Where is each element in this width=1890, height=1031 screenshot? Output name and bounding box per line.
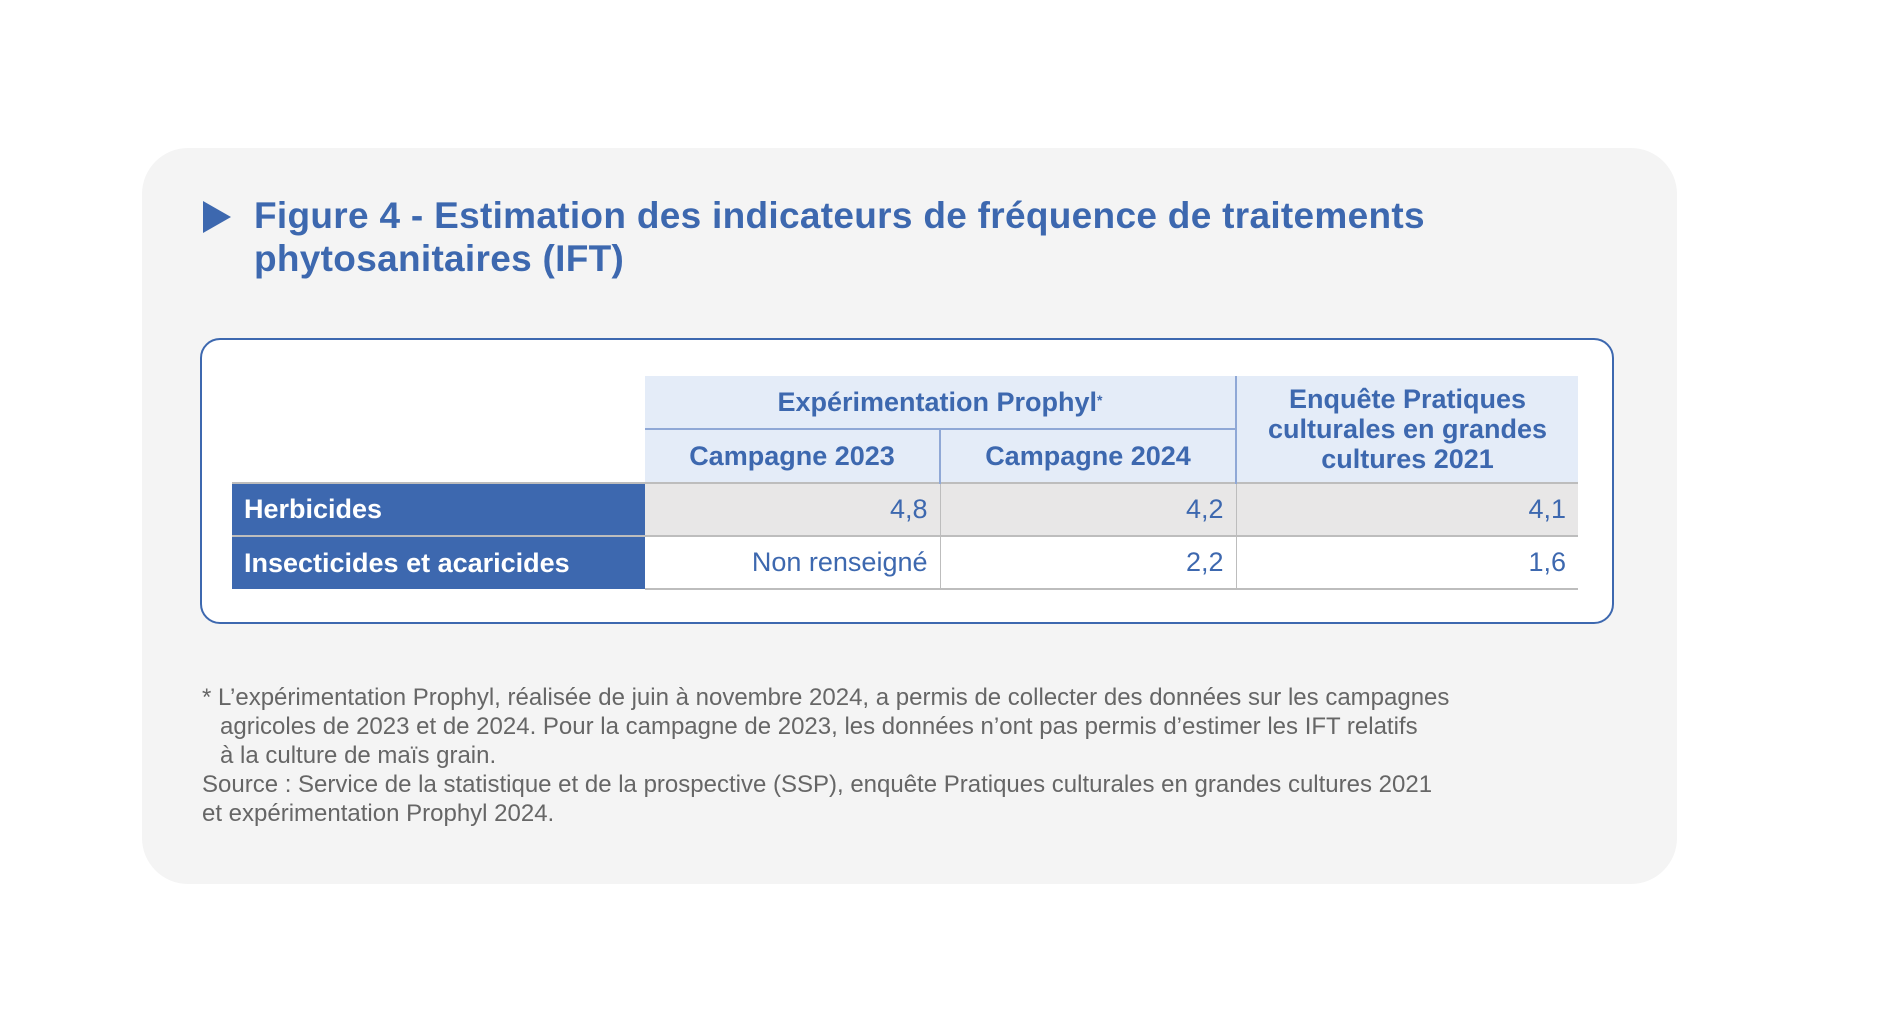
notes-block: * L’expérimentation Prophyl, réalisée de… (202, 683, 1622, 828)
figure-title: Figure 4 - Estimation des indicateurs de… (254, 195, 1425, 279)
header-enquete: Enquête Pratiques culturales en grandes … (1235, 376, 1578, 483)
row-label: Insecticides et acaricides (232, 535, 645, 589)
header-prophyl: Expérimentation Prophyl* (645, 376, 1236, 430)
source-line: Source : Service de la statistique et de… (202, 771, 1433, 798)
value-cell: 2,2 (939, 535, 1236, 590)
value-cell: 4,1 (1235, 482, 1578, 536)
footnote-line: * L’expérimentation Prophyl, réalisée de… (202, 684, 1450, 711)
header-campagne-2024: Campagne 2024 (939, 429, 1236, 483)
header-campagne-2023: Campagne 2023 (645, 429, 940, 483)
value-cell: 4,2 (939, 482, 1236, 536)
header-prophyl-label: Expérimentation Prophyl (777, 387, 1098, 417)
value-cell: Non renseigné (645, 535, 940, 590)
footnote-line: à la culture de maïs grain. (220, 742, 497, 769)
value-cell: 4,8 (645, 482, 940, 536)
table-row-herbicides: Herbicides 4,8 4,2 4,1 (232, 482, 1578, 536)
footnote-line: agricoles de 2023 et de 2024. Pour la ca… (220, 713, 1418, 740)
footnote-marker: * (1097, 392, 1103, 408)
row-label: Herbicides (232, 482, 645, 536)
table-row-insecticides: Insecticides et acaricides Non renseigné… (232, 535, 1578, 590)
empty-corner-cell (232, 376, 645, 483)
ift-table: Expérimentation Prophyl* Enquête Pratiqu… (232, 376, 1578, 590)
source-line: et expérimentation Prophyl 2024. (202, 800, 555, 827)
value-cell: 1,6 (1235, 535, 1578, 590)
play-triangle-icon (203, 201, 231, 233)
